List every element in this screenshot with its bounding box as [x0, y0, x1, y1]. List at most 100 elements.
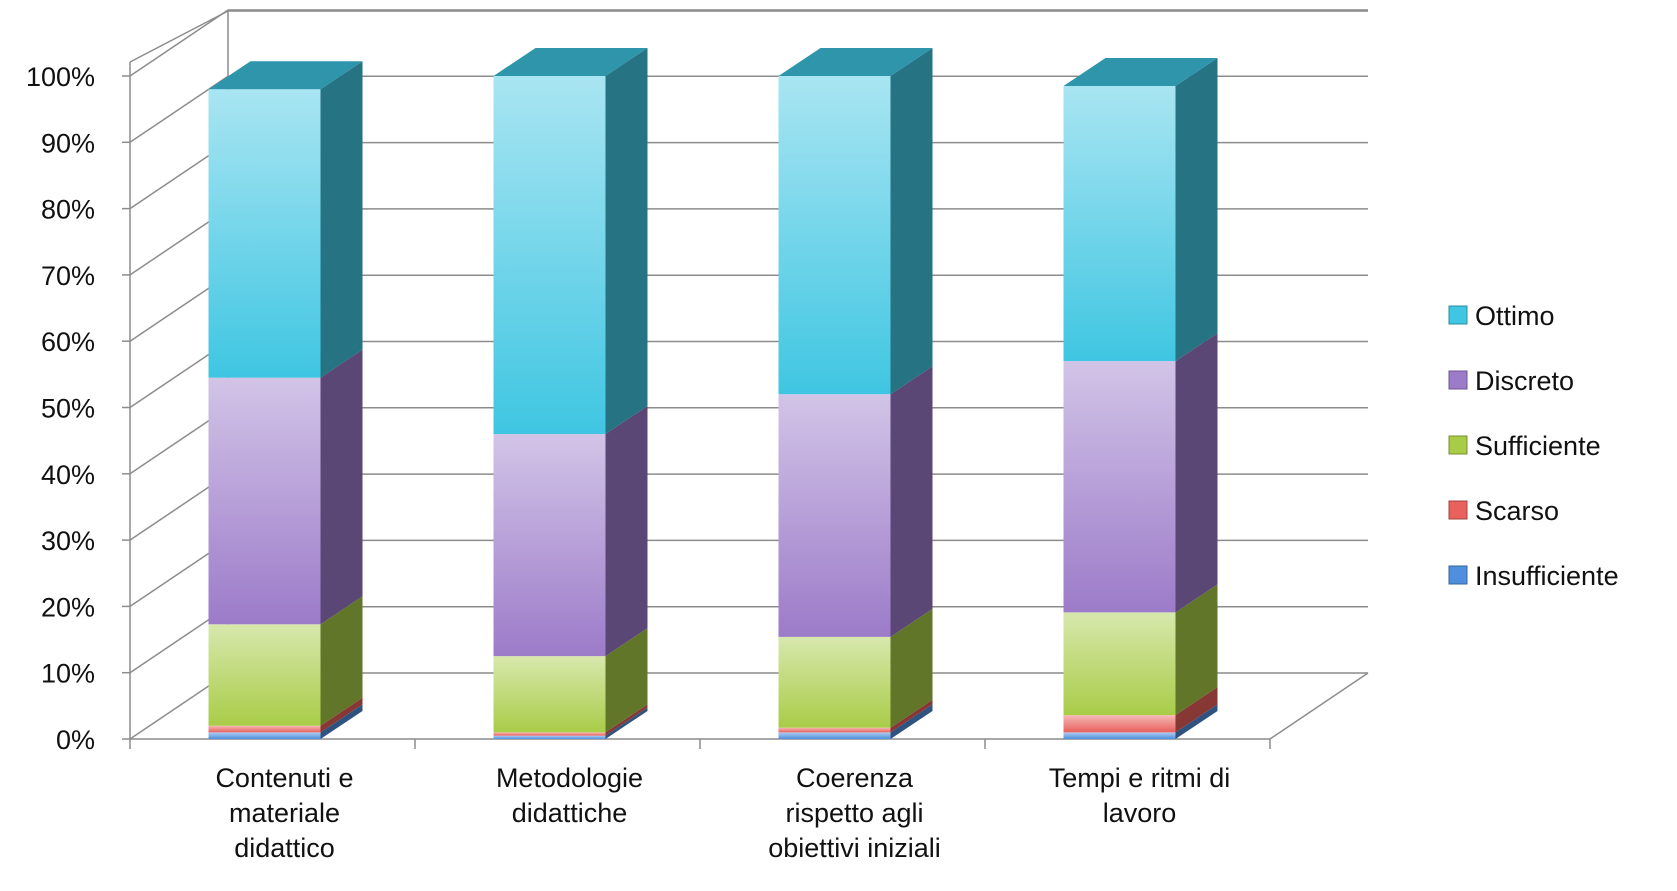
- bar-segment-insufficiente: [208, 704, 363, 739]
- bar-side-face: [320, 596, 363, 726]
- bar-side-face: [1175, 57, 1218, 362]
- bar-segment-scarso: [208, 697, 363, 733]
- legend-label: Sufficiente: [1475, 431, 1601, 461]
- bar-front-face: [208, 89, 321, 378]
- bar-segment-discreto: [778, 366, 933, 637]
- legend-label: Discreto: [1475, 366, 1574, 396]
- bar-side-face: [320, 61, 363, 378]
- bars: [208, 48, 1218, 739]
- x-category-label: Contenuti e materiale didattico: [215, 763, 353, 863]
- bar-segment-ottimo: [208, 61, 363, 378]
- bar-segment-ottimo: [1063, 57, 1218, 362]
- bar-side-face: [890, 699, 933, 733]
- side-gridline: [129, 9, 229, 77]
- bar-side-face: [605, 48, 648, 435]
- bar-stack: [493, 48, 648, 739]
- bar-segment-discreto: [1063, 333, 1218, 613]
- x-category-labels: Contenuti e materiale didattico Metodologie…: [215, 763, 1230, 863]
- bar-side-face: [890, 48, 933, 395]
- bar-top-face: [208, 61, 363, 90]
- bar-side-face: [890, 704, 933, 739]
- bar-top-face: [493, 48, 648, 76]
- y-tick-label: 100%: [26, 62, 95, 92]
- bar-segment-insufficiente: [778, 704, 933, 739]
- bar-side-face: [1175, 584, 1218, 716]
- bar-side-face: [605, 406, 648, 657]
- bar-front-face: [1063, 612, 1176, 716]
- legend-label: Ottimo: [1475, 301, 1555, 331]
- y-tick-label: 70%: [41, 261, 95, 291]
- y-tick-label: 40%: [41, 460, 95, 490]
- bar-front-face: [208, 725, 321, 733]
- bar-side-face: [890, 608, 933, 728]
- bar-segment-ottimo: [778, 48, 933, 395]
- y-tick-label: 90%: [41, 128, 95, 158]
- x-category-label: Coerenza rispetto agli obiettivi iniziali: [768, 763, 941, 863]
- bar-segment-sufficiente: [1063, 584, 1218, 716]
- bar-front-face: [778, 76, 891, 395]
- legend-item: Insufficiente: [1448, 561, 1619, 591]
- bar-side-face: [605, 628, 648, 733]
- bar-stack: [1063, 57, 1218, 739]
- bar-side-face: [320, 704, 363, 739]
- legend-label: Scarso: [1475, 496, 1559, 526]
- legend-swatch: [1448, 565, 1468, 585]
- floor-right-edge: [1269, 672, 1369, 740]
- bar-front-face: [493, 656, 606, 733]
- legend-item: Discreto: [1448, 366, 1574, 396]
- y-tick-label: 30%: [41, 526, 95, 556]
- bar-side-face: [605, 704, 648, 736]
- legend-swatch: [1448, 500, 1468, 520]
- bar-front-face: [778, 727, 891, 733]
- bar-stack: [778, 48, 933, 739]
- axis-ticks: [122, 75, 1271, 749]
- y-tick-label: 10%: [41, 659, 95, 689]
- bar-front-face: [1063, 732, 1176, 739]
- bar-segment-sufficiente: [208, 596, 363, 726]
- y-tick-labels: 0% 10% 20% 30% 40% 50% 60% 70% 80% 90% 100%: [26, 62, 95, 755]
- bar-front-face: [1063, 715, 1176, 733]
- bar-top-face: [1063, 57, 1218, 86]
- legend-item: Ottimo: [1448, 301, 1555, 331]
- bar-segment-ottimo: [493, 48, 648, 435]
- bar-side-face: [1175, 704, 1218, 739]
- bar-front-face: [778, 394, 891, 637]
- bar-front-face: [1063, 85, 1176, 362]
- bar-segment-sufficiente: [493, 628, 648, 733]
- bar-front-face: [493, 76, 606, 435]
- bar-segment-insufficiente: [1063, 704, 1218, 739]
- bar-segment-sufficiente: [778, 608, 933, 728]
- legend-item: Scarso: [1448, 496, 1559, 526]
- legend-swatch: [1448, 305, 1468, 325]
- bar-segment-scarso: [493, 704, 648, 736]
- bar-front-face: [778, 636, 891, 728]
- y-tick-label: 50%: [41, 394, 95, 424]
- bar-side-face: [1175, 333, 1218, 613]
- bar-top-face: [778, 48, 933, 76]
- bar-segment-discreto: [493, 406, 648, 657]
- bar-side-face: [320, 349, 363, 625]
- legend-label: Insufficiente: [1475, 561, 1619, 591]
- bar-side-face: [605, 707, 648, 739]
- y-tick-label: 0%: [56, 725, 95, 755]
- y-tick-label: 60%: [41, 327, 95, 357]
- bar-side-face: [890, 366, 933, 637]
- bar-segment-discreto: [208, 349, 363, 625]
- legend: Ottimo Discreto Sufficiente Scarso Insuffici…: [1448, 301, 1619, 591]
- bar-front-face: [778, 732, 891, 739]
- bar-front-face: [208, 624, 321, 726]
- x-category-label: Tempi e ritmi di lavoro: [1049, 763, 1231, 828]
- legend-swatch: [1448, 370, 1468, 390]
- x-category-label: Metodologie didattiche: [496, 763, 643, 828]
- bar-segment-scarso: [1063, 687, 1218, 733]
- legend-item: Sufficiente: [1448, 431, 1601, 461]
- bar-front-face: [493, 735, 606, 739]
- bar-segment-insufficiente: [493, 707, 648, 739]
- side-wall-top: [129, 10, 229, 63]
- bar-front-face: [1063, 361, 1176, 613]
- bar-front-face: [493, 732, 606, 736]
- y-tick-label: 20%: [41, 592, 95, 622]
- bar-front-face: [208, 732, 321, 739]
